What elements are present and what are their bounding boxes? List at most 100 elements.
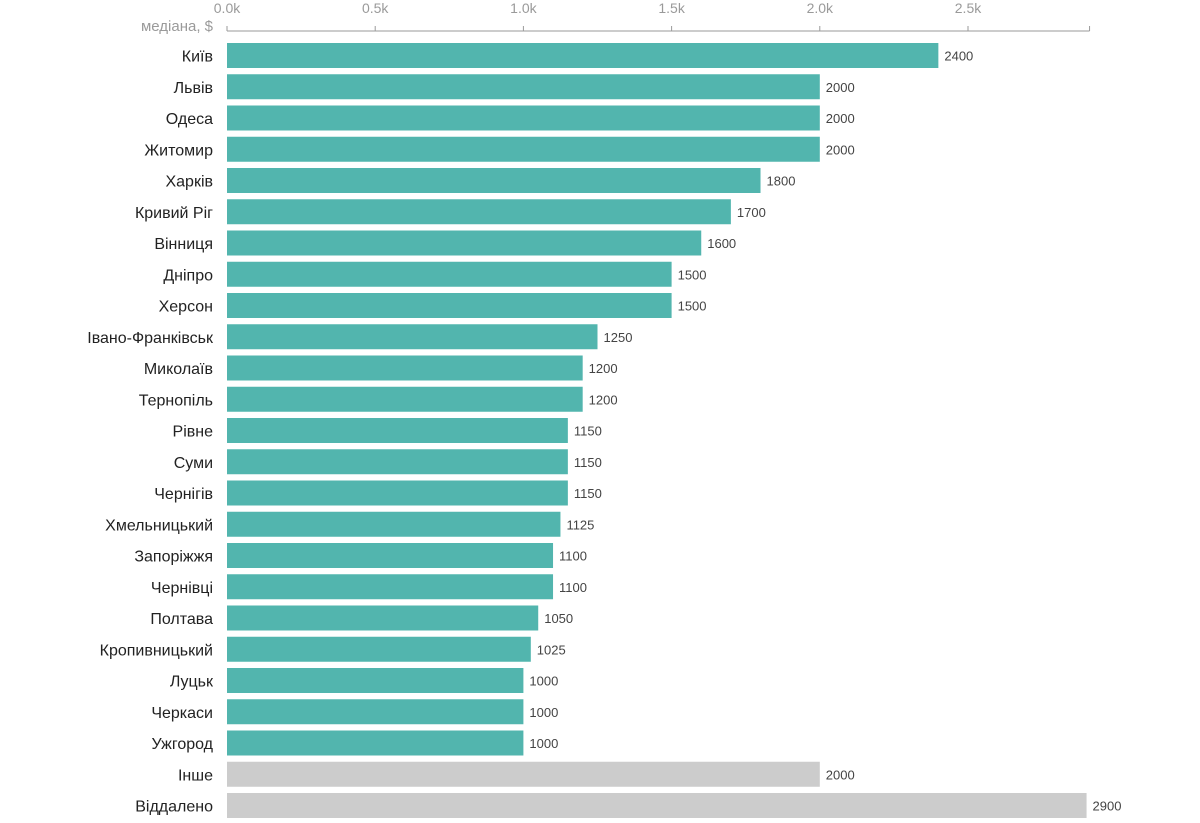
category-label: Суми [174, 455, 213, 472]
value-label: 1700 [737, 205, 766, 220]
bar [227, 574, 554, 600]
x-tick-label: 1.0k [510, 0, 537, 16]
x-axis: 0.0k 0.5k 1.0k 1.5k 2.0k 2.5k [214, 0, 1091, 32]
category-label: Одеса [166, 111, 213, 128]
category-label: Ужгород [152, 736, 214, 753]
bar [227, 543, 554, 568]
category-label: Миколаїв [144, 361, 213, 378]
value-label: 1150 [574, 424, 602, 439]
bar [227, 324, 598, 350]
value-label: 1150 [574, 486, 602, 501]
bar [227, 199, 731, 225]
category-label: Черкаси [151, 705, 213, 722]
bar-row: Івано-Франківськ 1250 [87, 324, 633, 350]
bar [227, 480, 568, 506]
bar-row: Київ 2400 [182, 43, 973, 68]
bar-row: Запоріжжя 1100 [134, 543, 587, 568]
value-label: 1100 [559, 580, 587, 595]
bar [227, 668, 524, 693]
bar-row: Ужгород 1000 [152, 730, 558, 756]
bar-row: Віддалено 2900 [135, 793, 1121, 818]
bar-row: Львів 2000 [174, 74, 855, 100]
value-label: 2000 [826, 142, 855, 157]
category-label: Рівне [173, 424, 214, 441]
value-label: 2900 [1093, 799, 1122, 814]
bar [227, 730, 524, 756]
category-label: Луцьк [170, 674, 214, 691]
value-label: 1100 [559, 549, 587, 564]
value-label: 1250 [604, 330, 633, 345]
category-label: Кривий Ріг [135, 205, 213, 222]
bar-row: Тернопіль 1200 [139, 386, 618, 412]
value-label: 2000 [826, 767, 855, 782]
value-label: 1800 [767, 174, 796, 189]
value-label: 1000 [529, 674, 558, 689]
value-label: 1200 [589, 392, 618, 407]
bar-row: Чернігів 1150 [154, 480, 602, 506]
value-label: 1500 [678, 267, 707, 282]
bar [227, 293, 672, 318]
bars: Київ 2400 Львів 2000 Одеса 2000 Житомир 2000 Хар… [87, 43, 1121, 818]
bar [227, 136, 820, 162]
bar [227, 74, 820, 100]
bar [227, 168, 761, 193]
x-axis-label: медіана, $ [141, 18, 214, 35]
bar [227, 449, 568, 475]
bar-row: Чернівці 1100 [151, 574, 587, 600]
value-label: 2400 [944, 49, 973, 64]
bar [227, 230, 702, 256]
category-label: Кропивницький [100, 642, 213, 659]
bar-row: Полтава 1050 [150, 605, 573, 631]
category-label: Львів [174, 80, 213, 97]
category-label: Харків [165, 174, 213, 191]
bar-row: Миколаїв 1200 [144, 355, 618, 381]
bar [227, 605, 539, 631]
bar-row: Кривий Ріг 1700 [135, 199, 766, 225]
category-label: Херсон [159, 299, 213, 316]
category-label: Київ [182, 49, 213, 66]
bar-row: Харків 1800 [165, 168, 795, 193]
category-label: Івано-Франківськ [87, 330, 214, 347]
bar [227, 761, 820, 787]
bar-row: Інше 2000 [178, 761, 855, 787]
value-label: 1000 [529, 736, 558, 751]
value-label: 1000 [529, 705, 558, 720]
value-label: 1150 [574, 455, 602, 470]
category-label: Тернопіль [139, 392, 213, 409]
bar [227, 261, 672, 287]
category-label: Інше [178, 767, 213, 784]
value-label: 1500 [678, 299, 707, 314]
category-label: Хмельницький [105, 517, 213, 534]
bar-row: Одеса 2000 [166, 105, 855, 131]
value-label: 2000 [826, 80, 855, 95]
category-label: Вінниця [154, 236, 213, 253]
bar-row: Черкаси 1000 [151, 699, 558, 725]
category-label: Житомир [144, 142, 213, 159]
x-tick-label: 2.5k [955, 0, 982, 16]
bar-row: Хмельницький 1125 [105, 511, 594, 537]
x-tick-label: 1.5k [658, 0, 685, 16]
category-label: Дніпро [163, 267, 213, 284]
bar-row: Кропивницький 1025 [100, 636, 566, 662]
bar [227, 386, 583, 412]
category-label: Запоріжжя [134, 549, 213, 566]
value-label: 1600 [707, 236, 736, 251]
x-tick-label: 2.0k [807, 0, 834, 16]
value-label: 1125 [566, 517, 594, 532]
bar [227, 511, 561, 537]
bar [227, 636, 531, 662]
bar-row: Вінниця 1600 [154, 230, 736, 256]
bar-row: Рівне 1150 [173, 418, 602, 443]
category-label: Чернівці [151, 580, 213, 597]
category-label: Чернігів [154, 486, 213, 503]
bar [227, 105, 820, 131]
bar [227, 793, 1087, 818]
bar [227, 355, 583, 381]
bar-row: Луцьк 1000 [170, 668, 558, 693]
x-tick-label: 0.5k [362, 0, 389, 16]
value-label: 1025 [537, 642, 566, 657]
bar [227, 699, 524, 725]
bar [227, 43, 939, 68]
category-label: Віддалено [135, 799, 213, 816]
